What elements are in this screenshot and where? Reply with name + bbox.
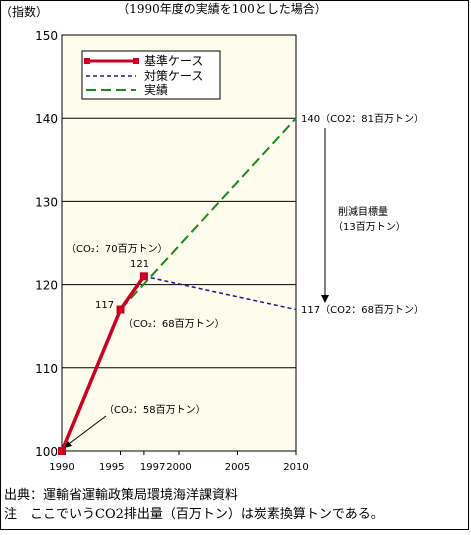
annotation-co2-1995: （CO₂：68百万トン）	[123, 318, 225, 330]
series-line-2	[119, 117, 297, 311]
x-tick-label: 1990	[49, 462, 74, 473]
legend: 基準ケース 対策ケース 実績	[81, 50, 221, 100]
y-tick-label: 130	[35, 195, 58, 209]
x-tick-label: 2005	[225, 462, 250, 473]
y-tick-label: 150	[35, 29, 58, 43]
y-tick-label: 120	[35, 279, 58, 293]
plot-area	[61, 34, 297, 452]
y-axis-label: （指数）	[0, 4, 48, 19]
reduction-arrowhead	[321, 295, 329, 303]
annotation-arrowhead-1990	[64, 441, 72, 448]
source-note: 出典：運輸省運輸政策局環境海洋課資料	[4, 488, 239, 503]
y-tick-label: 140	[35, 112, 58, 126]
y-axis-ticks: 100 110 120 130 140 150	[35, 29, 58, 459]
label-121: 121	[130, 259, 149, 270]
series-marker-0	[116, 305, 125, 314]
x-tick-label: 1995	[99, 462, 124, 473]
label-117: 117	[95, 300, 114, 311]
footnote: 注 ここでいうCO2排出量（百万トン）は炭素換算トンである。	[4, 507, 384, 522]
y-tick-label: 110	[35, 362, 58, 376]
annotation-co2-1990: （CO₂：58百万トン）	[104, 404, 206, 416]
series-line-1	[143, 275, 297, 311]
chart-title: （1990年度の実績を100とした場合）	[117, 1, 326, 16]
grid-lines	[62, 117, 296, 369]
series-marker-0	[139, 272, 148, 281]
annotation-arrow-1990	[65, 415, 107, 447]
x-tick-label: 2000	[166, 462, 191, 473]
x-axis-ticks: 1990 1995 1997 2000 2005 2010	[49, 451, 309, 473]
annotation-co2-1997: （CO₂：70百万トン）	[66, 243, 168, 255]
legend-label-base: 基準ケース	[144, 53, 203, 68]
x-tick-label: 2010	[283, 462, 308, 473]
x-tick-label: 1997	[140, 462, 165, 473]
legend-marker-right	[133, 58, 139, 64]
series-marker-0	[58, 447, 66, 455]
annotation-end-117: 117（CO2：68百万トン）	[301, 304, 424, 316]
legend-label-actual: 実績	[144, 82, 168, 97]
reduction-target-label: 削減目標量	[338, 205, 388, 218]
y-tick-label: 100	[35, 445, 58, 459]
series-lines	[58, 117, 297, 455]
notes: 出典：運輸省運輸政策局環境海洋課資料 注 ここでいうCO2排出量（百万トン）は炭…	[4, 486, 469, 524]
annotation-end-140: 140（CO2：81百万トン）	[301, 113, 424, 125]
legend-label-policy: 対策ケース	[144, 69, 203, 83]
reduction-target-amount: （13百万トン）	[333, 221, 406, 233]
legend-marker-left	[84, 58, 90, 64]
